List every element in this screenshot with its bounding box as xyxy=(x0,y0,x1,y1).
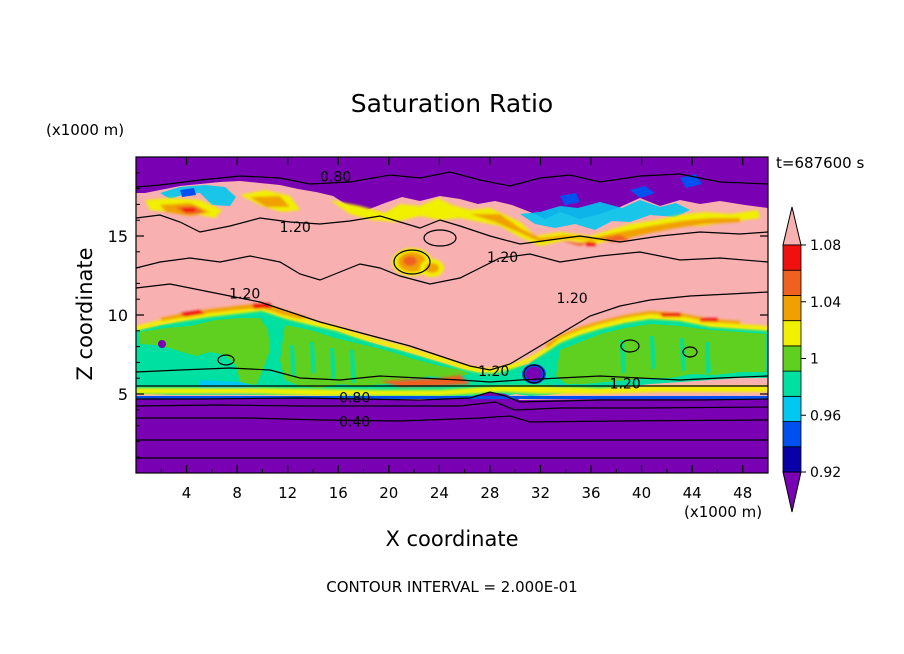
y-axis-label: Z coordinate xyxy=(73,247,97,380)
colorbar-swatch xyxy=(782,320,802,347)
colorbar-swatch xyxy=(782,269,802,296)
field-cloud-top-edge xyxy=(136,303,768,373)
contour-label: 1.20 xyxy=(280,220,311,236)
colorbar-swatch xyxy=(782,244,802,271)
colorbar-bottom-arrow xyxy=(782,471,802,513)
x-axis-ticks: 4 8 12 16 20 24 28 32 36 40 44 48 xyxy=(160,157,752,502)
time-label: t=687600 s xyxy=(776,154,864,172)
colorbar: 1.08 1.04 1 0.96 0.92 xyxy=(782,206,841,513)
x-tick-label: 48 xyxy=(733,484,752,502)
colorbar-swatch xyxy=(782,345,802,372)
field-upper-blue-band xyxy=(160,185,690,230)
colorbar-label: 0.92 xyxy=(810,465,841,481)
x-tick-label: 32 xyxy=(531,484,550,502)
x-tick-label: 28 xyxy=(480,484,499,502)
y-tick-label: 10 xyxy=(108,306,128,325)
y-axis-ticks: 5 10 15 xyxy=(108,172,768,458)
contour-label: 0.80 xyxy=(339,391,370,407)
colorbar-label: 1 xyxy=(810,352,819,368)
y-unit-label: (x1000 m) xyxy=(46,121,124,139)
contour-label: 1.20 xyxy=(556,291,587,307)
x-tick-label: 8 xyxy=(232,484,242,502)
colorbar-top-arrow xyxy=(782,206,802,246)
x-tick-label: 40 xyxy=(632,484,651,502)
field-upper-moist-ribbon xyxy=(145,190,760,246)
field-upper-dry-layer xyxy=(136,157,768,219)
colorbar-swatch xyxy=(782,395,802,422)
field-lower-dry-layer xyxy=(136,392,768,473)
x-tick-label: 44 xyxy=(683,484,702,502)
x-tick-label: 12 xyxy=(278,484,297,502)
field-isolated-moist-patch xyxy=(392,248,444,277)
x-tick-label: 16 xyxy=(329,484,348,502)
colorbar-label: 1.08 xyxy=(810,238,841,254)
x-unit-label: (x1000 m) xyxy=(684,503,762,521)
x-tick-label: 24 xyxy=(430,484,449,502)
y-tick-label: 15 xyxy=(108,227,128,246)
contour-interval-footer: CONTOUR INTERVAL = 2.000E-01 xyxy=(326,578,577,596)
x-tick-label: 36 xyxy=(581,484,600,502)
colorbar-label: 1.04 xyxy=(810,295,841,311)
contour-label: 1.20 xyxy=(478,364,509,380)
x-axis-label: X coordinate xyxy=(385,527,518,551)
x-tick-label: 4 xyxy=(182,484,192,502)
contour-label: 0.80 xyxy=(320,170,351,186)
saturation-field: 0.80 1.20 1.20 1.20 1.20 1.20 1.20 0.80 0.40 xyxy=(136,157,768,473)
contour-label: 1.20 xyxy=(487,250,518,266)
colorbar-swatch xyxy=(782,421,802,448)
colorbar-label: 0.96 xyxy=(810,408,841,424)
field-upper-blue-cells xyxy=(180,174,702,205)
field-base-moist-band xyxy=(136,375,768,396)
chart-title: Saturation Ratio xyxy=(351,89,553,118)
colorbar-swatch xyxy=(782,446,802,473)
colorbar-swatch xyxy=(782,370,802,397)
colorbar-swatch xyxy=(782,295,802,322)
contour-label: 1.20 xyxy=(610,377,641,393)
contour-value-labels: 0.80 1.20 1.20 1.20 1.20 1.20 1.20 0.80 0.40 xyxy=(229,170,641,431)
contour-label: 0.40 xyxy=(339,414,370,430)
x-tick-label: 20 xyxy=(379,484,398,502)
y-tick-label: 5 xyxy=(118,385,128,404)
contour-label: 1.20 xyxy=(229,286,260,302)
contour-lines xyxy=(136,171,768,459)
